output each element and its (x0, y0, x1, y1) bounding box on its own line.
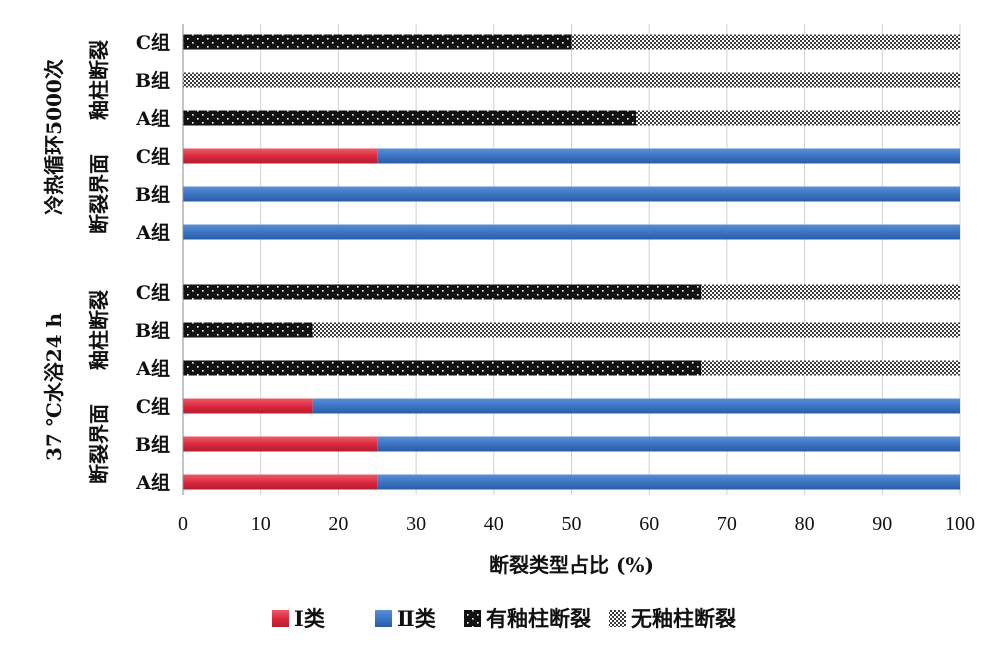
bar-segment-without_post (635, 110, 960, 126)
bar-segment-with_post (183, 322, 313, 338)
bar-segment-with_post (183, 34, 572, 50)
category-labels: C组B组A组釉柱断裂C组B组A组断裂界面冷热循环5000次C组B组A组釉柱断裂C… (42, 31, 170, 494)
category-label: A组 (135, 221, 170, 244)
legend-swatch-without_post (609, 610, 626, 627)
axes: 0 10 20 30 40 50 60 70 80 90 100 断裂类型占比 (%) (178, 24, 975, 577)
category-label: C组 (136, 145, 170, 168)
x-tick-label: 70 (717, 513, 737, 535)
category-label: C组 (136, 281, 170, 304)
bar-segment-without_post (183, 72, 960, 88)
outer-group-label: 冷热循环5000次 (42, 59, 66, 215)
outer-group-label: 37 ℃水浴24 h (42, 313, 66, 462)
legend: Ⅰ类 Ⅱ类 有釉柱断裂 无釉柱断裂 (272, 606, 736, 631)
x-tick-label: 60 (639, 513, 659, 535)
bar-segment-type_ii (377, 474, 960, 490)
gridlines (260, 24, 961, 495)
bar-segment-type_ii (183, 186, 960, 202)
bar-segment-without_post (312, 322, 960, 338)
legend-label: Ⅱ类 (397, 606, 437, 631)
subgroup-label: 釉柱断裂 (87, 290, 111, 370)
bar-segment-type_ii (377, 148, 960, 164)
subgroup-label: 断裂界面 (87, 404, 111, 484)
x-tick-label: 30 (406, 513, 426, 535)
category-label: B组 (135, 319, 170, 342)
subgroup-label: 断裂界面 (87, 154, 111, 234)
x-axis-title: 断裂类型占比 (%) (489, 553, 654, 577)
x-tick-label: 100 (945, 513, 975, 535)
bar-segment-with_post (183, 360, 702, 376)
category-label: C组 (136, 31, 170, 54)
x-tick-label: 50 (562, 513, 582, 535)
subgroup-label: 釉柱断裂 (87, 40, 111, 120)
legend-swatch-type_i (272, 610, 289, 627)
x-tick-label: 80 (795, 513, 815, 535)
x-tick-label: 20 (328, 513, 348, 535)
bars (183, 34, 960, 490)
bar-segment-without_post (701, 360, 960, 376)
x-tick-label: 10 (251, 513, 271, 535)
x-tick-label: 0 (178, 513, 188, 535)
legend-swatch-type_ii (375, 610, 392, 627)
category-label: C组 (136, 395, 170, 418)
legend-label: 有釉柱断裂 (486, 606, 591, 631)
legend-label: 无釉柱断裂 (631, 606, 736, 631)
bar-segment-with_post (183, 110, 636, 126)
legend-label: Ⅰ类 (294, 606, 326, 631)
category-label: B组 (135, 433, 170, 456)
bar-segment-without_post (571, 34, 960, 50)
category-label: A组 (135, 357, 170, 380)
bar-segment-type_ii (183, 224, 960, 240)
category-label: B组 (135, 69, 170, 92)
category-label: B组 (135, 183, 170, 206)
legend-swatch-with_post (464, 610, 481, 627)
bar-segment-type_i (183, 398, 313, 414)
bar-segment-type_i (183, 436, 378, 452)
bar-segment-without_post (701, 284, 960, 300)
category-label: A组 (135, 471, 170, 494)
bar-segment-type_i (183, 474, 378, 490)
x-tick-label: 40 (484, 513, 504, 535)
bar-segment-type_ii (312, 398, 960, 414)
bar-segment-with_post (183, 284, 702, 300)
bar-segment-type_ii (377, 436, 960, 452)
category-label: A组 (135, 107, 170, 130)
bar-segment-type_i (183, 148, 378, 164)
x-tick-label: 90 (872, 513, 892, 535)
